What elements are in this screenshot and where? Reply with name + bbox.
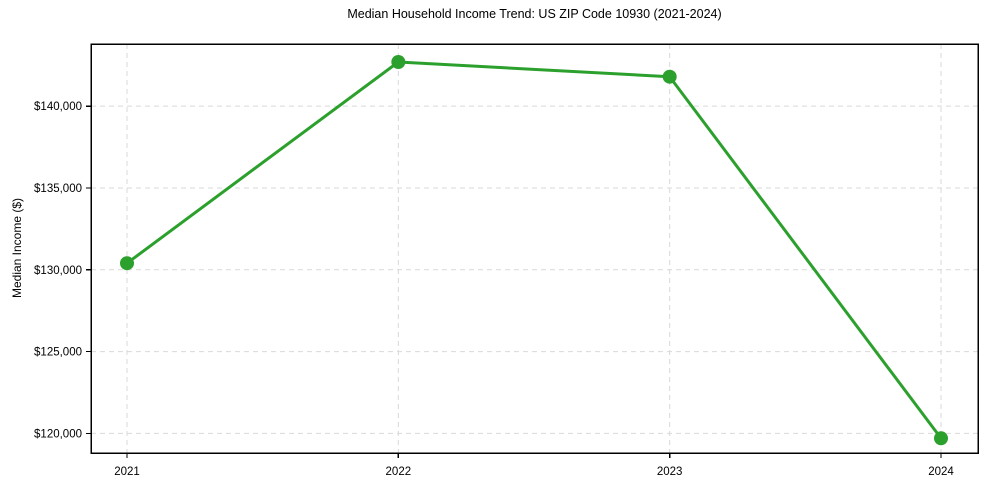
y-tick-label: $130,000 [34,265,82,277]
data-point [391,54,406,69]
plot-border [90,43,979,454]
chart-title: Median Household Income Trend: US ZIP Co… [347,7,722,21]
x-tick-label: 2022 [386,466,412,478]
data-point [120,256,134,271]
data-point [662,69,677,84]
data-point [934,431,948,446]
x-tick-label: 2021 [114,466,140,478]
y-tick-label: $120,000 [34,428,82,440]
y-axis-label: Median Income ($) [10,197,24,299]
y-tick-label: $125,000 [34,347,82,359]
x-tick-label: 2023 [657,466,683,478]
y-tick-label: $135,000 [34,183,82,195]
y-tick-label: $140,000 [34,101,82,113]
trend-line [125,60,943,440]
x-tick-label: 2024 [928,466,954,478]
